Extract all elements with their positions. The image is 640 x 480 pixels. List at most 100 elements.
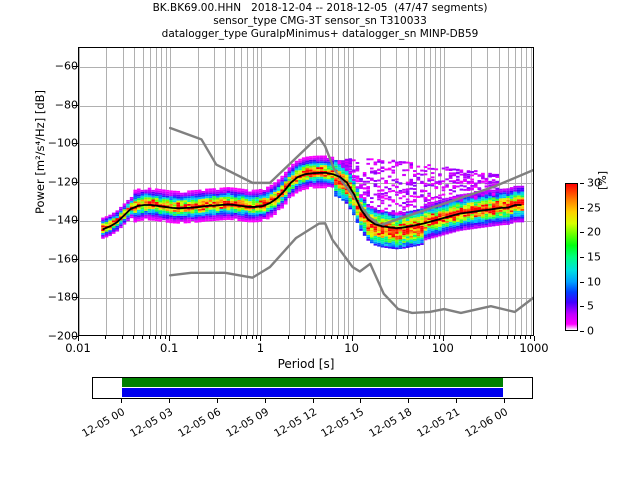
ppsd-bin — [226, 192, 231, 195]
ppsd-bin-outlier — [452, 174, 457, 177]
ppsd-bin — [466, 218, 471, 221]
ppsd-bin — [495, 208, 500, 211]
ppsd-bin — [481, 214, 485, 217]
ppsd-bin — [348, 184, 353, 187]
x-tick-mark-minor — [315, 336, 317, 339]
ppsd-bin-outlier — [395, 185, 399, 188]
ppsd-bin — [337, 178, 342, 181]
ppsd-bin — [255, 201, 259, 203]
ppsd-bin — [190, 199, 195, 202]
ppsd-bin — [359, 217, 363, 220]
ppsd-bin — [398, 223, 403, 226]
ppsd-bin-outlier — [459, 171, 464, 173]
ppsd-bin — [513, 214, 517, 217]
ppsd-bin-outlier — [391, 200, 396, 203]
ppsd-bin-outlier — [377, 192, 381, 195]
ppsd-bin — [423, 215, 428, 218]
ppsd-bin — [509, 196, 514, 199]
vertical-gridline — [106, 48, 108, 335]
ppsd-bin — [129, 200, 134, 203]
ppsd-bin — [420, 241, 424, 244]
ppsd-bin — [395, 243, 399, 246]
ppsd-bin — [452, 224, 457, 227]
ppsd-bin — [305, 156, 310, 159]
ppsd-bin — [384, 217, 388, 220]
ppsd-bin — [162, 210, 166, 213]
nlnm-peterson-low-noise-model — [168, 222, 533, 315]
ppsd-bin — [459, 213, 464, 216]
ppsd-bin — [348, 182, 353, 185]
ppsd-bin — [466, 202, 471, 205]
ppsd-bin — [330, 156, 335, 159]
ppsd-bin — [326, 184, 331, 187]
ppsd-bin — [137, 203, 141, 206]
ppsd-bin — [448, 227, 453, 230]
ppsd-bin — [255, 208, 259, 211]
ppsd-bin — [466, 214, 471, 217]
ppsd-bin — [423, 234, 428, 237]
ppsd-bin — [473, 213, 478, 216]
ppsd-bin — [373, 226, 378, 229]
ppsd-bin-outlier — [430, 197, 435, 200]
ppsd-bin — [344, 170, 349, 173]
ppsd-bin — [420, 216, 424, 219]
ppsd-bin — [502, 200, 507, 202]
ppsd-bin — [391, 216, 396, 219]
ppsd-bin — [427, 214, 431, 217]
ppsd-bin — [291, 186, 295, 189]
ppsd-bin — [226, 198, 231, 201]
ppsd-bin — [445, 209, 449, 212]
ppsd-bin — [258, 198, 263, 201]
ppsd-bin — [509, 202, 514, 205]
ppsd-bin — [370, 233, 374, 236]
ppsd-bin — [384, 240, 388, 243]
timeline-tick-mark — [504, 399, 506, 403]
ppsd-bin — [520, 214, 525, 217]
ppsd-bin — [108, 222, 112, 225]
ppsd-bin-outlier — [481, 192, 485, 194]
ppsd-bin — [352, 184, 356, 187]
ppsd-bin — [459, 219, 464, 222]
ppsd-bin — [370, 216, 374, 219]
ppsd-bin — [323, 163, 327, 166]
ppsd-bin — [266, 194, 270, 197]
ppsd-bin — [180, 215, 184, 218]
ppsd-bin-outlier — [377, 168, 381, 171]
ppsd-bin — [348, 178, 353, 181]
ppsd-bin — [402, 231, 406, 234]
ppsd-bin — [481, 223, 485, 226]
ppsd-bin — [201, 204, 206, 207]
ppsd-bin — [269, 196, 274, 199]
ppsd-bin-outlier — [470, 187, 474, 190]
ppsd-bin — [473, 205, 478, 208]
ppsd-bin — [395, 241, 399, 244]
ppsd-bin — [226, 204, 231, 207]
ppsd-bin — [391, 247, 396, 249]
ppsd-bin — [183, 211, 188, 214]
ppsd-bin — [477, 216, 482, 219]
ppsd-bin — [470, 204, 474, 207]
ppsd-bin — [427, 237, 431, 240]
ppsd-bin — [463, 209, 467, 211]
ppsd-bin-outlier — [344, 168, 349, 171]
ppsd-bin — [287, 196, 292, 199]
ppsd-bin — [484, 225, 489, 228]
ppsd-bin — [316, 182, 320, 185]
ppsd-bin — [413, 221, 417, 224]
ppsd-bin — [495, 202, 500, 205]
ppsd-bin — [513, 189, 517, 192]
ppsd-bin — [172, 219, 177, 222]
ppsd-bin — [373, 210, 378, 213]
ppsd-bin — [248, 212, 252, 215]
ppsd-bin — [219, 193, 224, 196]
ppsd-bin-outlier — [355, 175, 360, 178]
ppsd-bin — [133, 199, 138, 202]
ppsd-bin — [384, 230, 388, 233]
ppsd-bin — [484, 221, 489, 224]
ppsd-bin — [215, 218, 220, 221]
ppsd-bin — [430, 230, 435, 233]
ppsd-bin — [316, 178, 320, 181]
ppsd-bin — [208, 188, 213, 191]
ppsd-bin — [413, 233, 417, 235]
ppsd-bin — [380, 243, 385, 246]
